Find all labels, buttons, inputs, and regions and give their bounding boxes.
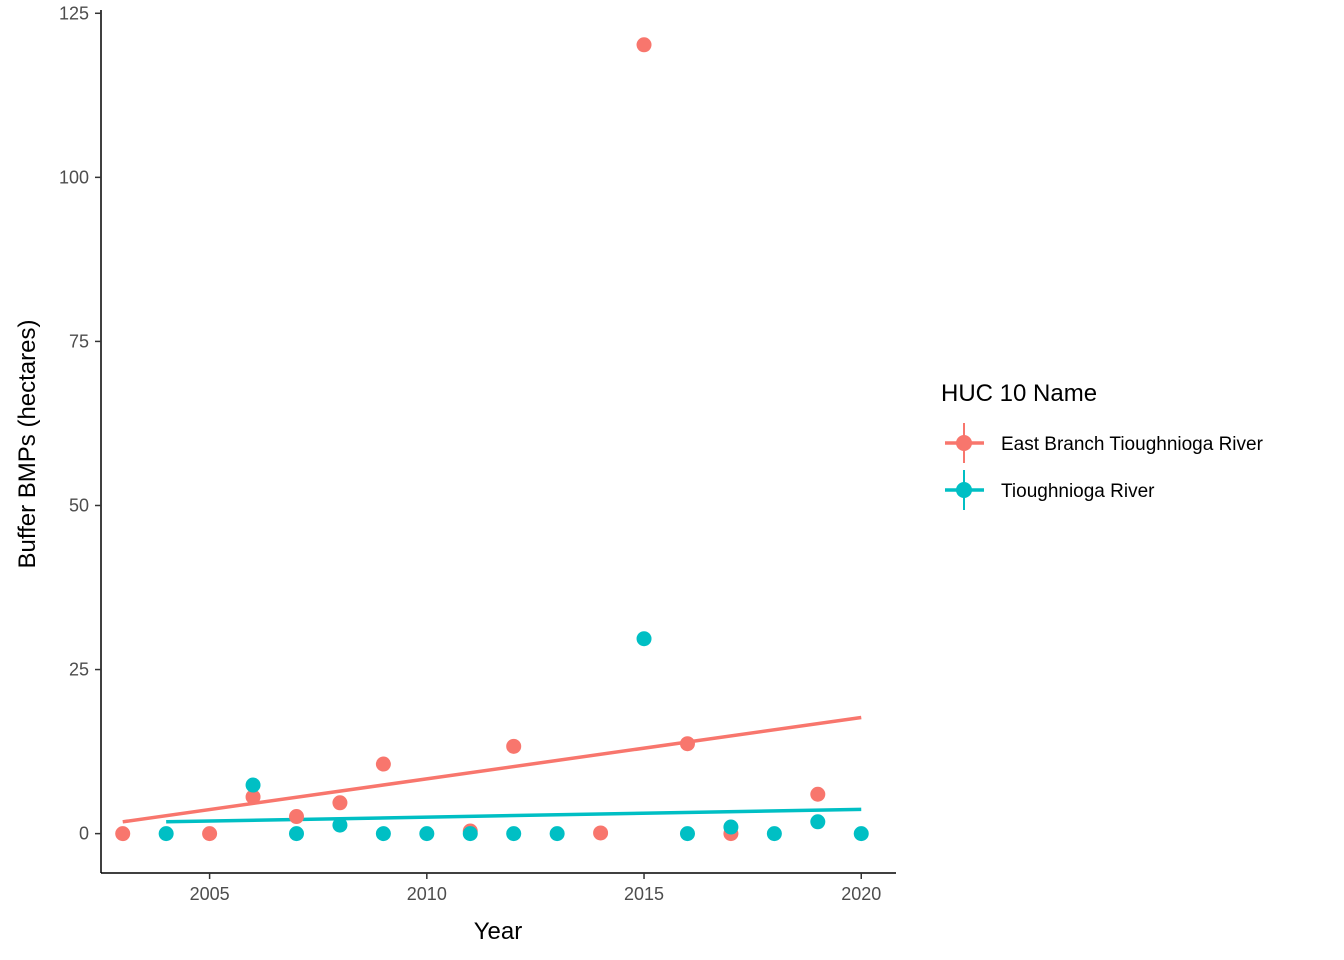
x-tick-label: 2005 xyxy=(190,884,230,904)
data-point xyxy=(810,814,826,830)
legend-point-key xyxy=(956,435,972,451)
trend-line xyxy=(122,715,862,824)
data-point xyxy=(679,826,695,842)
data-point xyxy=(506,738,522,754)
legend-label: East Branch Tioughnioga River xyxy=(1001,434,1264,455)
data-point xyxy=(375,756,391,772)
data-point xyxy=(679,736,695,752)
series-points-1 xyxy=(115,37,826,842)
x-tick-label: 2015 xyxy=(624,884,664,904)
data-point xyxy=(419,826,435,842)
data-point xyxy=(245,777,261,793)
data-point xyxy=(462,826,478,842)
data-point xyxy=(332,795,348,811)
axes: 2005 2010 2015 2020 0 25 50 75 100 125 xyxy=(59,3,896,904)
data-point xyxy=(810,786,826,802)
data-point xyxy=(288,826,304,842)
x-tick-label: 2020 xyxy=(841,884,881,904)
data-point xyxy=(375,826,391,842)
legend-point-key xyxy=(956,482,972,498)
data-point xyxy=(549,826,565,842)
x-axis-title: Year xyxy=(474,918,523,945)
data-point xyxy=(202,826,218,842)
data-point xyxy=(636,37,652,53)
x-tick-label: 2010 xyxy=(407,884,447,904)
data-point xyxy=(723,819,739,835)
y-tick-label: 75 xyxy=(69,331,89,351)
data-point xyxy=(853,826,869,842)
legend-title: HUC 10 Name xyxy=(941,380,1097,407)
legend-label: Tioughnioga River xyxy=(1001,481,1155,502)
plot-area xyxy=(115,37,869,842)
y-tick-label: 50 xyxy=(69,495,89,515)
series-points-2 xyxy=(158,631,869,842)
data-point xyxy=(115,826,131,842)
series-1 xyxy=(122,715,862,824)
series-2 xyxy=(166,807,862,824)
data-point xyxy=(245,789,261,805)
data-point xyxy=(288,809,304,825)
y-tick-label: 0 xyxy=(79,824,89,844)
data-point xyxy=(636,631,652,647)
y-axis-title: Buffer BMPs (hectares) xyxy=(14,320,41,569)
legend: HUC 10 Name East Branch Tioughnioga Rive… xyxy=(941,380,1264,510)
data-point xyxy=(766,826,782,842)
legend-item: Tioughnioga River xyxy=(945,470,1155,510)
data-point xyxy=(332,817,348,833)
data-point xyxy=(593,825,609,841)
y-tick-label: 125 xyxy=(59,3,89,23)
y-tick-label: 25 xyxy=(69,660,89,680)
data-point xyxy=(158,826,174,842)
data-point xyxy=(506,826,522,842)
legend-item: East Branch Tioughnioga River xyxy=(945,423,1264,463)
trend-line xyxy=(166,807,862,824)
y-tick-label: 100 xyxy=(59,167,89,187)
